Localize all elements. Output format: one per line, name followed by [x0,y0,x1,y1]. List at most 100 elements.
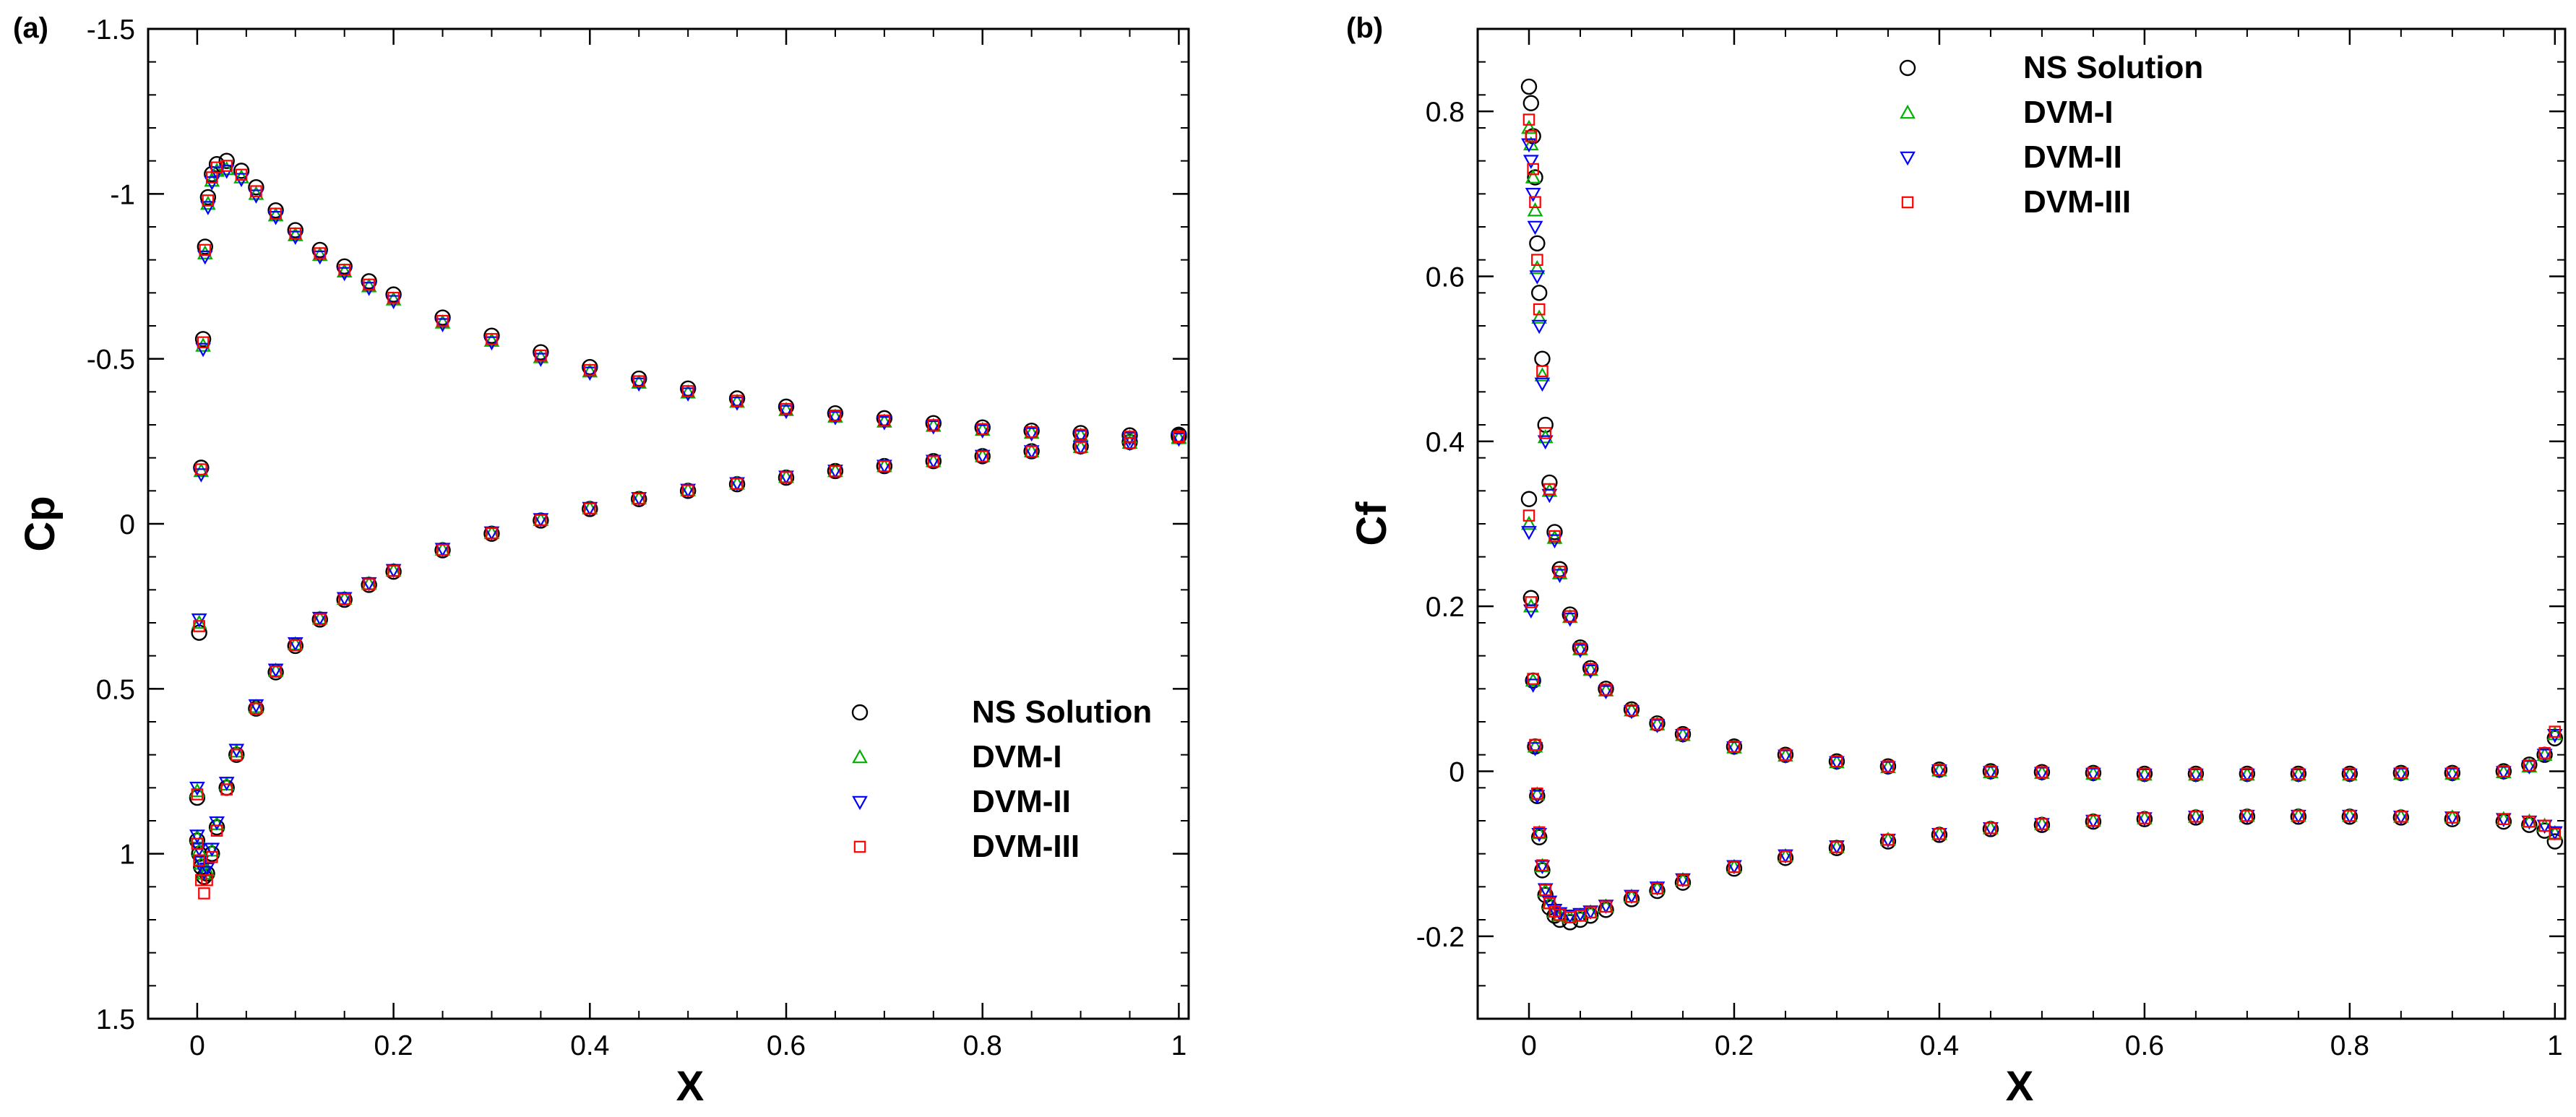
data-point [1529,738,1541,751]
data-point [202,194,215,207]
data-point [250,185,262,197]
data-point [385,291,402,306]
data-point [876,413,892,428]
data-point [2495,766,2512,780]
data-point [1023,427,1040,442]
data-point [208,819,225,836]
y-tick-label: 0.8 [1426,97,1465,128]
data-point [1624,704,1640,720]
data-point [189,829,205,844]
data-point [1551,565,1568,579]
data-point [681,484,694,497]
data-point [228,743,245,759]
data-point [287,637,303,652]
data-point [1072,430,1089,444]
data-point [1651,718,1663,730]
data-point [2546,833,2564,850]
data-point [195,337,211,352]
data-point [287,227,303,241]
data-point [1778,749,1793,764]
data-point [2444,767,2460,782]
x-axis-title-b: X [2006,1063,2034,1110]
data-point [311,246,328,262]
y-tick-label: -0.5 [87,345,135,376]
data-point [1124,436,1136,449]
data-point [250,702,262,715]
data-point [198,887,210,900]
data-point [194,331,212,348]
data-point [233,169,249,184]
legend-label: DVM-II [2023,139,2122,175]
data-point [483,327,500,344]
data-point [1598,682,1614,696]
data-point [235,168,248,181]
legend-label: DVM-I [972,739,1062,775]
x-tick-label: 1 [1171,1030,1187,1061]
data-point [1522,604,1539,619]
data-point [1531,827,1548,842]
data-point [631,377,647,392]
data-point [248,699,264,714]
data-point [584,502,596,515]
legend-marker [852,749,868,764]
data-point [1882,833,1895,846]
data-point [2395,810,2408,823]
x-tick-label: 0.4 [570,1030,609,1061]
data-point [193,620,205,632]
data-point [267,202,284,219]
data-point [2523,815,2536,828]
data-point [436,314,449,327]
data-point [336,258,353,275]
data-point [195,463,207,475]
data-point [361,273,377,290]
x-tick-label: 0.8 [2330,1030,2369,1061]
data-point [2521,760,2538,775]
legend-marker [851,704,869,721]
data-point [1600,900,1612,913]
data-point [2241,767,2254,780]
data-point [483,332,500,347]
data-point [1561,608,1578,624]
data-point [925,420,942,435]
data-point [2036,766,2049,778]
panel-label-b: (b) [1346,12,1383,44]
data-point [632,375,645,388]
legend-label: DVM-III [972,829,1080,864]
data-point [197,238,213,255]
data-point [1933,763,1946,776]
data-point [1121,431,1138,447]
data-point [2341,768,2358,783]
legend-marker [1900,104,1916,119]
data-point [1546,530,1563,544]
panel-label-a: (a) [13,12,48,44]
data-point [2536,749,2553,763]
data-point [228,746,245,763]
data-point [1530,285,1548,301]
x-tick-label: 0.4 [1920,1030,1959,1061]
data-point [1536,365,1548,378]
data-point [363,578,375,590]
data-point [2189,767,2202,780]
data-point [1124,431,1136,443]
data-point [1525,596,1538,608]
data-point [363,278,375,291]
y-tick-label: -1.5 [87,14,135,46]
series-dvm-i [1521,119,2563,923]
data-point [1529,270,1546,285]
y-tick-label: -0.2 [1416,922,1465,953]
data-point [191,788,204,801]
data-point [1649,719,1666,733]
data-point [829,465,842,478]
data-point [1548,530,1561,543]
data-point [1572,911,1589,928]
data-point [2292,767,2305,780]
data-point [2546,730,2564,747]
data-point [1529,786,1546,801]
panel-a-cp-chart: (a) 0 0.2 0.4 0.6 0.8 1-1.5-1-0.500.511.5 Cp … [13,12,1190,1110]
data-point [2521,816,2538,833]
data-point [778,405,794,420]
data-point [976,450,989,463]
data-point [1546,524,1563,540]
data-point [1522,136,1539,151]
legend-label: DVM-III [2023,184,2131,220]
